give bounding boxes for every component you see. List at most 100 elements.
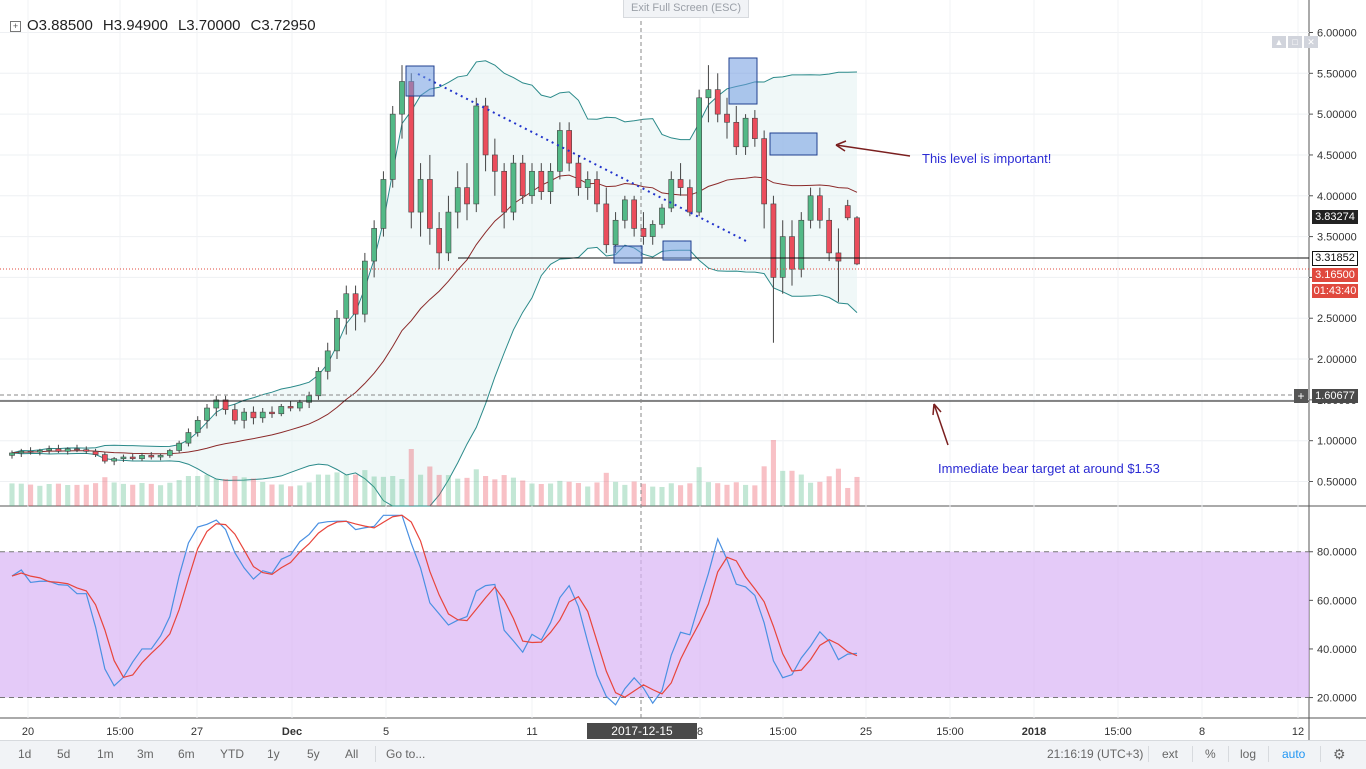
volume-bar bbox=[241, 477, 247, 506]
price-tick-label: 2.00000 bbox=[1317, 354, 1357, 366]
candle-body bbox=[696, 97, 702, 213]
candle bbox=[167, 448, 173, 458]
bollinger-lower bbox=[11, 244, 858, 507]
price-tick-label: 6.00000 bbox=[1317, 27, 1357, 39]
auto-button[interactable]: auto bbox=[1282, 747, 1306, 761]
countdown-tag: 01:43:40 bbox=[1312, 284, 1358, 298]
candle bbox=[677, 163, 684, 196]
bb-upper-tag: 3.83274 bbox=[1312, 210, 1358, 224]
pane-up-icon[interactable]: ▲ bbox=[1272, 36, 1286, 48]
range-all-button[interactable]: All bbox=[345, 747, 359, 761]
crosshair-time-tag: 2017-12-15 19:00:00 bbox=[587, 723, 697, 754]
candle bbox=[724, 97, 730, 139]
candle bbox=[18, 448, 25, 458]
candle bbox=[389, 105, 396, 188]
goto-button[interactable]: Go to... bbox=[386, 747, 426, 761]
candle bbox=[278, 403, 285, 417]
time-tick-label: 8 bbox=[1199, 726, 1205, 738]
candle-body bbox=[194, 419, 201, 433]
volume-bar bbox=[195, 476, 201, 506]
time-tick-label: 15:00 bbox=[106, 726, 134, 738]
candle bbox=[566, 122, 572, 172]
time-tick-label: 5 bbox=[383, 726, 389, 738]
gear-icon[interactable]: ⚙ bbox=[1333, 746, 1346, 762]
candle-body bbox=[37, 450, 43, 453]
add-level-icon[interactable]: + bbox=[1294, 389, 1308, 403]
price-tick-label: 5.50000 bbox=[1317, 68, 1357, 80]
arrow-level-head bbox=[835, 140, 847, 152]
candle bbox=[148, 452, 155, 460]
candle-body bbox=[705, 89, 712, 99]
candle bbox=[687, 179, 693, 217]
close-value: C3.72950 bbox=[250, 17, 316, 34]
candle-body bbox=[854, 217, 860, 265]
candle bbox=[807, 187, 814, 229]
candle bbox=[371, 220, 377, 278]
time-tick-label: 11 bbox=[526, 726, 537, 738]
volume-bar bbox=[780, 470, 786, 506]
candle bbox=[427, 154, 433, 245]
volume-bar bbox=[464, 477, 470, 506]
candle-body bbox=[129, 456, 136, 459]
open-value: O3.88500 bbox=[27, 17, 93, 34]
candle bbox=[835, 228, 842, 302]
candle bbox=[594, 171, 600, 213]
range-3m-button[interactable]: 3m bbox=[137, 747, 154, 761]
crosshair-price-tag: 1.60677 bbox=[1312, 389, 1358, 403]
candle-body bbox=[529, 170, 535, 197]
volume-bar bbox=[743, 484, 749, 506]
candle-body bbox=[807, 195, 814, 221]
candle-series bbox=[9, 65, 860, 466]
candle-body bbox=[399, 81, 405, 115]
candle bbox=[519, 154, 526, 204]
volume-bar bbox=[668, 483, 674, 506]
volume-bar bbox=[213, 479, 219, 506]
candle-body bbox=[482, 105, 489, 156]
candle-body bbox=[389, 113, 396, 180]
candle bbox=[454, 171, 461, 229]
candle-body bbox=[547, 170, 554, 192]
range-ytd-button[interactable]: YTD bbox=[220, 747, 244, 761]
candle-body bbox=[55, 448, 62, 452]
percent-button[interactable]: % bbox=[1205, 747, 1216, 761]
range-1d-button[interactable]: 1d bbox=[18, 747, 32, 761]
candle bbox=[436, 212, 442, 270]
expand-icon[interactable]: + bbox=[10, 21, 21, 32]
pane-close-icon[interactable]: ✕ bbox=[1304, 36, 1318, 48]
candle-body bbox=[417, 179, 424, 213]
volume-bar bbox=[520, 480, 526, 506]
exit-fullscreen-button[interactable]: Exit Full Screen (ESC) bbox=[623, 0, 749, 18]
price-tick-label: 5.00000 bbox=[1317, 109, 1357, 121]
toolbar-divider bbox=[375, 746, 376, 762]
candle-body bbox=[742, 117, 749, 148]
volume-bar bbox=[93, 483, 99, 506]
range-5y-button[interactable]: 5y bbox=[307, 747, 320, 761]
time-tick-label: 2018 bbox=[1022, 726, 1046, 738]
range-6m-button[interactable]: 6m bbox=[178, 747, 195, 761]
time-tick-label: 8 bbox=[697, 726, 703, 738]
log-button[interactable]: log bbox=[1240, 747, 1257, 761]
candle-body bbox=[789, 236, 795, 270]
volume-bar bbox=[678, 485, 684, 506]
pane-max-icon[interactable]: □ bbox=[1288, 36, 1302, 48]
volume-bar bbox=[585, 486, 591, 506]
candle bbox=[129, 453, 136, 461]
volume-bar bbox=[640, 483, 646, 506]
volume-bar bbox=[455, 478, 461, 506]
volume-bar bbox=[18, 483, 24, 506]
volume-bar bbox=[650, 486, 656, 506]
candle-body bbox=[64, 448, 71, 452]
range-1y-button[interactable]: 1y bbox=[267, 747, 280, 761]
ohlc-legend: + O3.88500 H3.94900 L3.70000 C3.72950 bbox=[10, 17, 326, 34]
range-1m-button[interactable]: 1m bbox=[97, 747, 114, 761]
candle-body bbox=[631, 199, 637, 229]
volume-bar bbox=[696, 467, 702, 506]
candle bbox=[584, 171, 591, 200]
candle bbox=[622, 195, 628, 229]
range-5d-button[interactable]: 5d bbox=[57, 747, 71, 761]
candle bbox=[659, 203, 665, 229]
candle bbox=[185, 428, 192, 447]
ext-button[interactable]: ext bbox=[1162, 747, 1179, 761]
price-tick-label: 2.50000 bbox=[1317, 313, 1357, 325]
